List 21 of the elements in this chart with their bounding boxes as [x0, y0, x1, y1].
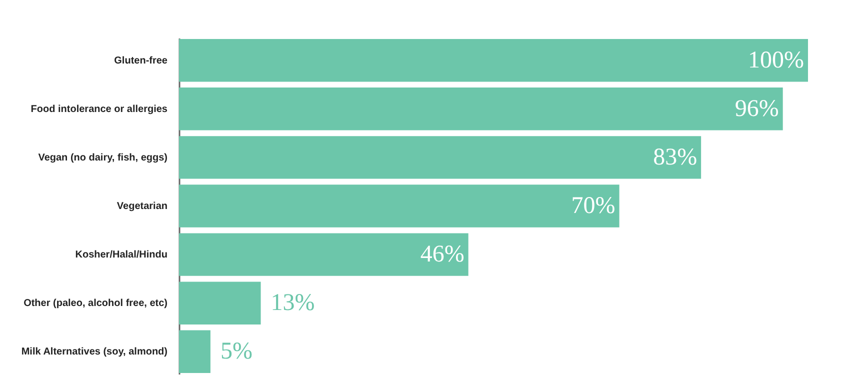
- bar: [179, 233, 468, 276]
- bar: [179, 38, 808, 82]
- y-tick-label: Milk Alternatives (soy, almond): [21, 346, 168, 358]
- y-tick-label: Vegetarian: [116, 201, 168, 212]
- y-tick-label: Other (paleo, alcohol free, etc): [24, 298, 168, 310]
- y-tick-label: Food intolerance or allergies: [30, 104, 168, 115]
- data-label: 83%: [653, 144, 698, 170]
- y-tick-label: Vegan (no dairy, fish, eggs): [38, 152, 168, 164]
- y-tick-label: Gluten-free: [114, 55, 168, 66]
- data-label: 13%: [270, 290, 315, 316]
- bar: [179, 330, 210, 374]
- bar: [179, 88, 783, 130]
- bar: [179, 282, 261, 324]
- y-tick-label: Kosher/Halal/Hindu: [75, 250, 168, 261]
- data-label: 46%: [420, 242, 464, 268]
- data-label: 70%: [571, 193, 616, 219]
- data-label: 96%: [734, 96, 779, 122]
- bar: [179, 136, 702, 179]
- bar: [179, 184, 620, 228]
- data-label: 5%: [220, 338, 252, 365]
- data-label: 100%: [748, 47, 804, 74]
